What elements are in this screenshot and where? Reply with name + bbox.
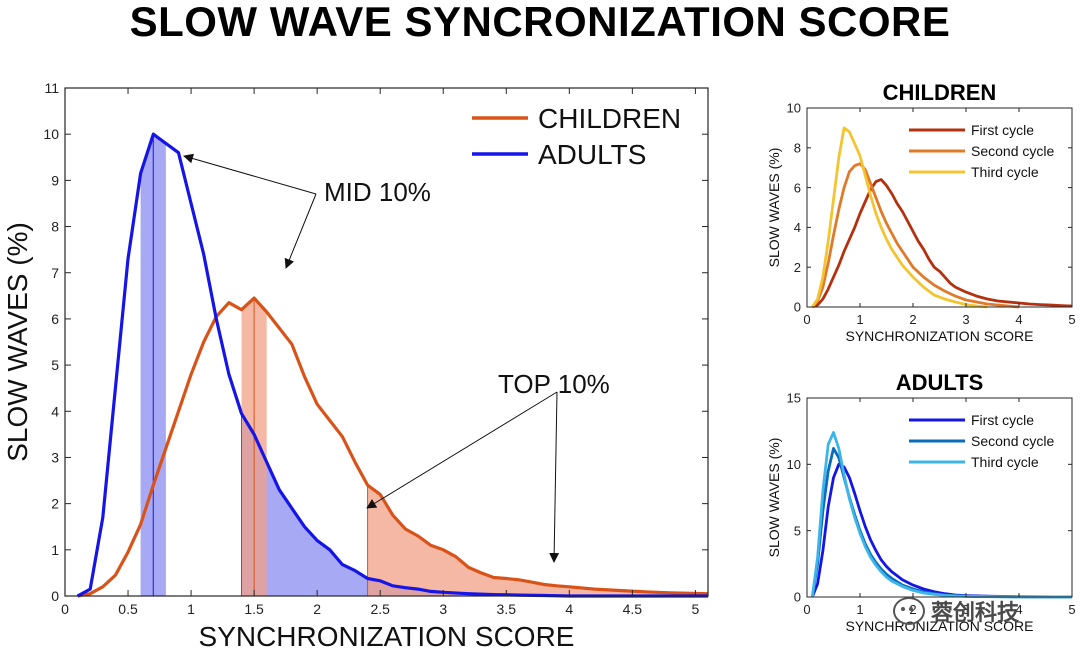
- annotation-arrow: [183, 153, 317, 195]
- plot-main: 0 0.5 1 1.5 2 2.5 3 3.5 4 4.5 5 0 1 2 3 4 5 6 7 8 9 10 11 SYNCH…: [2, 80, 709, 652]
- annotation-arrow: [366, 391, 558, 509]
- x-axis-label: SYNCHRONIZATION SCORE: [846, 328, 1034, 344]
- x-tick-label: 2: [313, 601, 321, 617]
- x-tick-label: 3: [962, 602, 969, 617]
- subplot-title: CHILDREN: [883, 80, 997, 105]
- series-line-first-cycle: [811, 178, 1073, 309]
- legend-label: First cycle: [971, 122, 1034, 138]
- series-line-second-cycle: [811, 162, 1020, 309]
- legend-label: First cycle: [971, 412, 1034, 428]
- x-tick-label: 0.5: [118, 601, 138, 617]
- axes-frame: [806, 107, 1073, 308]
- y-tick-label: 6: [51, 311, 59, 327]
- x-tick-label: 3: [962, 312, 969, 327]
- y-tick-label: 0: [794, 590, 801, 605]
- plot-children: 0 1 2 3 4 5 0 2 4 6 8 10 SYNCHRONIZATION SCORE SLOW W…: [766, 80, 1076, 344]
- y-tick-label: 10: [787, 457, 801, 472]
- x-tick-label: 0: [803, 602, 810, 617]
- legend: CHILDREN ADULTS: [472, 103, 681, 170]
- annotation-mid-10: MID 10%: [324, 177, 431, 207]
- x-tick-label: 1: [856, 602, 863, 617]
- legend-label: Third cycle: [971, 164, 1039, 180]
- y-tick-label: 5: [51, 357, 59, 373]
- x-tick-label: 3: [439, 601, 447, 617]
- y-tick-label: 11: [44, 80, 59, 96]
- y-tick-label: 9: [51, 172, 59, 188]
- y-axis-label: SLOW WAVES (%): [2, 222, 33, 462]
- y-tick-label: 2: [51, 496, 59, 512]
- y-tick-label: 8: [51, 219, 59, 235]
- x-tick-label: 4: [565, 601, 573, 617]
- legend: First cycle Second cycle Third cycle: [909, 122, 1054, 180]
- x-tick-label: 1.5: [244, 601, 264, 617]
- y-tick-label: 1: [51, 542, 59, 558]
- x-axis-label: SYNCHRONIZATION SCORE: [846, 618, 1034, 634]
- wechat-icon: [893, 597, 925, 625]
- x-tick-label: 3.5: [497, 601, 517, 617]
- shaded-band: [241, 413, 708, 596]
- y-tick-label: 10: [43, 126, 59, 142]
- watermark: 蓉创科技: [893, 597, 1053, 625]
- y-tick-label: 5: [794, 523, 801, 538]
- legend-label: CHILDREN: [538, 103, 681, 134]
- legend-label: Second cycle: [971, 143, 1054, 159]
- y-tick-label: 0: [794, 300, 801, 315]
- series-line-adults: [76, 132, 708, 598]
- y-tick-label: 7: [51, 265, 59, 281]
- annotation-arrow: [284, 193, 317, 269]
- x-tick-label: 4: [1015, 602, 1022, 617]
- watermark-text: 蓉创科技: [931, 600, 1020, 625]
- plot-area: [807, 108, 1072, 307]
- x-tick-label: 5: [1068, 312, 1075, 327]
- series-line-third-cycle: [810, 431, 1073, 599]
- y-tick-label: 10: [787, 101, 801, 116]
- x-tick-label: 1: [856, 312, 863, 327]
- y-tick-label: 4: [51, 403, 59, 419]
- legend-label: Second cycle: [971, 433, 1054, 449]
- legend-label: ADULTS: [538, 139, 646, 170]
- x-tick-label: 4: [1015, 312, 1022, 327]
- axes-frame: [806, 397, 1073, 598]
- y-axis-label: SLOW WAVES (%): [766, 438, 782, 558]
- legend: First cycle Second cycle Third cycle: [909, 412, 1054, 470]
- x-tick-label: 4.5: [623, 601, 643, 617]
- series-line-third-cycle: [811, 126, 988, 309]
- legend-label: Third cycle: [971, 454, 1039, 470]
- y-tick-label: 0: [51, 588, 59, 604]
- y-tick-label: 2: [794, 260, 801, 275]
- x-tick-label: 0: [61, 601, 69, 617]
- plot-area: [807, 398, 1072, 597]
- annotations: MID 10% TOP 10%: [183, 153, 610, 563]
- y-tick-label: 8: [794, 140, 801, 155]
- x-tick-label: 2.5: [370, 601, 390, 617]
- x-tick-label: 5: [1068, 602, 1075, 617]
- shaded-band: [367, 485, 708, 596]
- subplot-title: ADULTS: [896, 370, 984, 395]
- x-tick-label: 1: [187, 601, 195, 617]
- annotation-top-10: TOP 10%: [498, 369, 610, 399]
- x-tick-label: 0: [803, 312, 810, 327]
- y-axis-label: SLOW WAVES (%): [766, 148, 782, 268]
- x-axis-label: SYNCHRONIZATION SCORE: [199, 621, 575, 652]
- y-tick-label: 6: [794, 180, 801, 195]
- series-line-children: [77, 296, 709, 598]
- annotation-arrow: [549, 391, 560, 563]
- y-tick-label: 3: [51, 449, 59, 465]
- axes-frame: [64, 87, 709, 597]
- chart-title: SLOW WAVE SYNCRONIZATION SCORE: [129, 0, 951, 45]
- y-tick-label: 15: [787, 391, 801, 406]
- x-tick-label: 5: [691, 601, 699, 617]
- y-tick-label: 4: [794, 220, 801, 235]
- x-tick-label: 2: [909, 312, 916, 327]
